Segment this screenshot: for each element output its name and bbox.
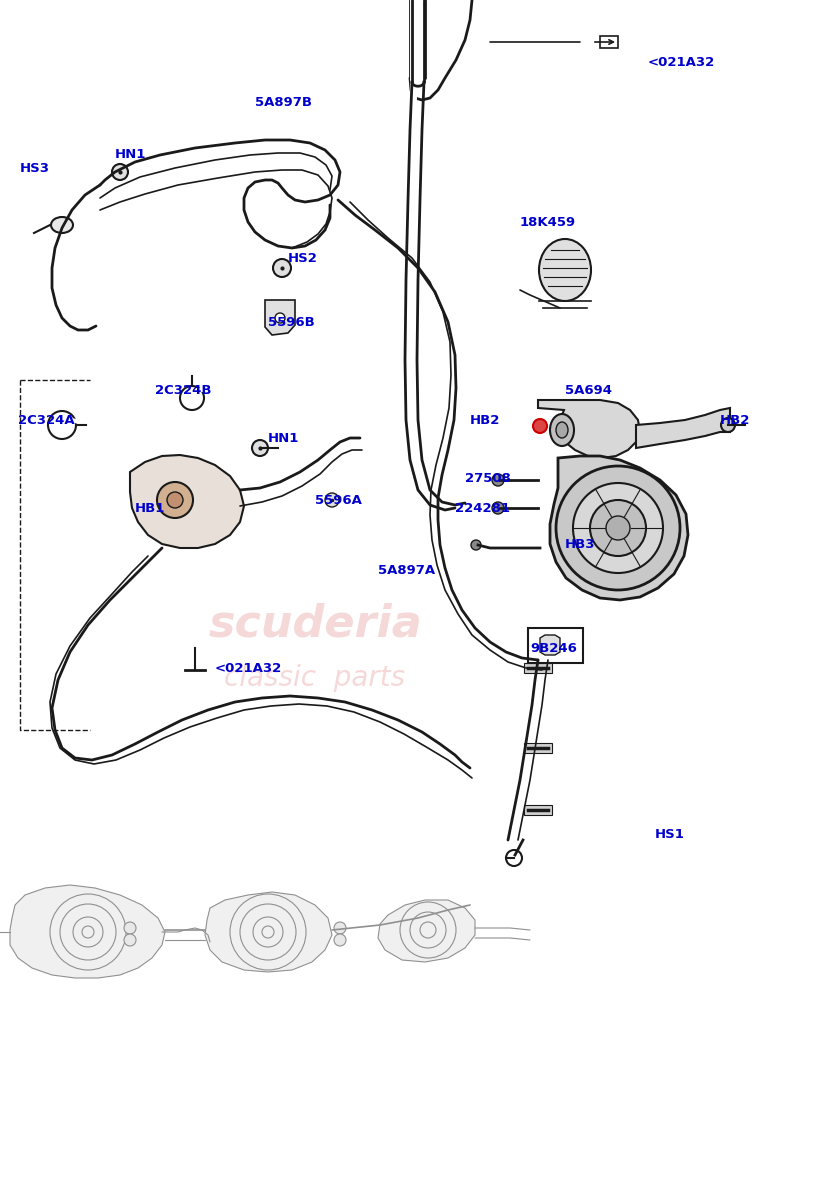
Text: HS1: HS1 (654, 828, 684, 841)
Text: <021A32: <021A32 (647, 55, 715, 68)
Circle shape (532, 419, 546, 433)
Bar (523, 743, 551, 754)
Circle shape (491, 474, 503, 486)
Text: 2C324B: 2C324B (155, 384, 211, 396)
Text: 224281: 224281 (455, 502, 509, 515)
Text: HB3: HB3 (565, 539, 595, 552)
Ellipse shape (556, 422, 567, 438)
Circle shape (275, 313, 285, 323)
Polygon shape (549, 456, 687, 600)
Text: 9B246: 9B246 (529, 642, 576, 654)
Circle shape (572, 482, 662, 572)
Circle shape (491, 502, 503, 514)
Text: 5A694: 5A694 (565, 384, 611, 396)
Polygon shape (130, 455, 243, 548)
Text: scuderia: scuderia (208, 602, 421, 646)
Circle shape (124, 922, 136, 934)
Text: 5A897A: 5A897A (378, 564, 435, 576)
Circle shape (334, 934, 345, 946)
Ellipse shape (51, 217, 73, 233)
Text: 5596A: 5596A (315, 493, 362, 506)
Circle shape (605, 516, 629, 540)
Text: 27508: 27508 (465, 472, 510, 485)
Circle shape (272, 259, 291, 277)
Bar (527, 628, 582, 662)
Text: HB2: HB2 (720, 414, 749, 426)
Bar (523, 662, 551, 673)
Bar (523, 805, 551, 815)
Text: HN1: HN1 (267, 432, 299, 444)
Polygon shape (539, 635, 560, 655)
Text: 5A897B: 5A897B (255, 96, 311, 108)
Polygon shape (265, 300, 295, 335)
Text: HB1: HB1 (135, 502, 165, 515)
Circle shape (124, 934, 136, 946)
Circle shape (156, 482, 193, 518)
Circle shape (720, 418, 734, 432)
Text: HS3: HS3 (20, 162, 50, 174)
Circle shape (470, 540, 480, 550)
Polygon shape (635, 408, 729, 448)
Bar (599, 36, 617, 48)
Polygon shape (378, 900, 474, 962)
Circle shape (252, 440, 267, 456)
Ellipse shape (549, 414, 573, 446)
Polygon shape (205, 892, 331, 972)
Circle shape (334, 922, 345, 934)
Text: HS2: HS2 (287, 252, 317, 264)
Polygon shape (10, 886, 165, 978)
Circle shape (325, 493, 339, 506)
Text: HB2: HB2 (469, 414, 500, 426)
Polygon shape (537, 400, 639, 458)
Text: 2C324A: 2C324A (18, 414, 75, 426)
Circle shape (556, 466, 679, 590)
Text: classic  parts: classic parts (224, 664, 405, 692)
Circle shape (590, 500, 645, 556)
Text: 18K459: 18K459 (519, 216, 575, 228)
Text: <021A32: <021A32 (214, 661, 282, 674)
Circle shape (166, 492, 183, 508)
Circle shape (112, 164, 128, 180)
Ellipse shape (538, 239, 590, 301)
Text: 5596B: 5596B (267, 317, 315, 330)
Text: HN1: HN1 (115, 149, 147, 162)
